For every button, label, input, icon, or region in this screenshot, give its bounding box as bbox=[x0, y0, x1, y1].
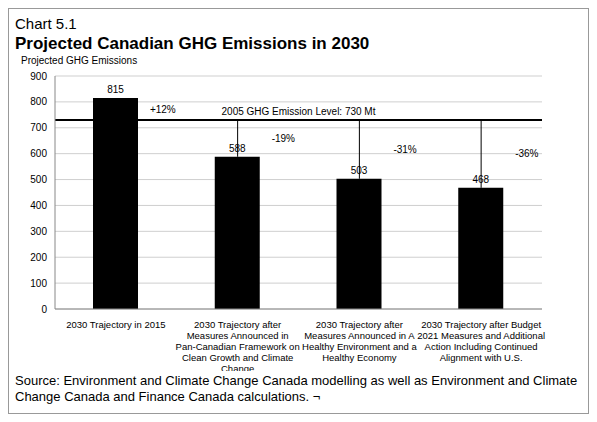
html-text:Source: Environment and Climat: Source: Environment and Climate Change C… bbox=[15, 373, 578, 404]
html-text:Projected Canadian GHG Emissio: Projected Canadian GHG Emissions in 2030 bbox=[15, 34, 370, 53]
svg-text:600: 600 bbox=[30, 148, 47, 159]
svg-text:588: 588 bbox=[229, 143, 246, 154]
svg-text:700: 700 bbox=[30, 122, 47, 133]
svg-text:900: 900 bbox=[30, 71, 47, 82]
svg-text:-36%: -36% bbox=[515, 148, 538, 159]
svg-text:815: 815 bbox=[107, 84, 124, 95]
svg-text:2030 Trajectory after Budget20: 2030 Trajectory after Budget2021 Measure… bbox=[417, 319, 545, 363]
svg-text:300: 300 bbox=[30, 226, 47, 237]
svg-text:100: 100 bbox=[30, 278, 47, 289]
html-text:Projected GHG Emissions: Projected GHG Emissions bbox=[21, 55, 138, 66]
svg-text:+12%: +12% bbox=[150, 104, 176, 115]
svg-text:400: 400 bbox=[30, 200, 47, 211]
svg-text:2005 GHG Emission Level: 730 M: 2005 GHG Emission Level: 730 Mt bbox=[222, 106, 376, 117]
svg-text:2030 Trajectory afterMeasures: 2030 Trajectory afterMeasures Announced … bbox=[176, 319, 300, 371]
svg-text:800: 800 bbox=[30, 96, 47, 107]
svg-text:503: 503 bbox=[351, 165, 368, 176]
svg-text:-19%: -19% bbox=[272, 133, 295, 144]
svg-text:200: 200 bbox=[30, 252, 47, 263]
svg-text:-31%: -31% bbox=[393, 144, 416, 155]
svg-text:500: 500 bbox=[30, 174, 47, 185]
html-text:Chart 5.1: Chart 5.1 bbox=[15, 15, 77, 32]
svg-text:2030 Trajectory afterMeasures: 2030 Trajectory afterMeasures Announced … bbox=[302, 319, 417, 363]
svg-text:2030 Trajectory in 2015: 2030 Trajectory in 2015 bbox=[66, 319, 165, 330]
svg-text:468: 468 bbox=[472, 174, 489, 185]
svg-text:0: 0 bbox=[41, 304, 47, 315]
